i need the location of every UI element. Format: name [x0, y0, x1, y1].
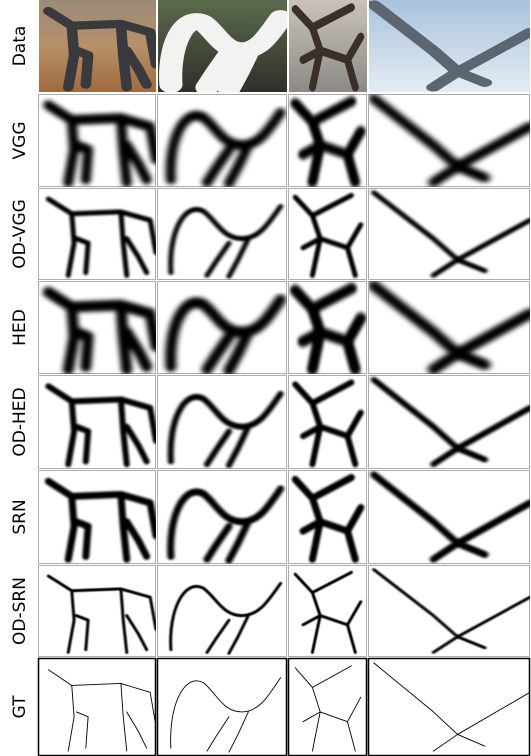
- cell-frame: [157, 188, 287, 280]
- skeleton: [295, 288, 361, 369]
- skeleton: [48, 199, 156, 275]
- skeleton: [295, 666, 361, 751]
- skeleton-map: [374, 193, 530, 276]
- skeleton-map: [295, 478, 361, 560]
- skeleton: [295, 572, 361, 652]
- skeleton: [295, 101, 361, 182]
- photo-subject: [159, 10, 287, 92]
- skeleton: [48, 292, 156, 369]
- subject-shape: [159, 10, 287, 92]
- row-label: SRN: [10, 499, 30, 534]
- cell-frame: [156, 657, 288, 756]
- skeleton-map: [374, 286, 530, 370]
- skeleton-map: [295, 572, 361, 652]
- skeleton-map: [171, 113, 281, 184]
- skeleton: [374, 475, 530, 560]
- skeleton-map: [171, 394, 281, 465]
- skeleton-map: [374, 663, 530, 751]
- skeleton: [171, 394, 281, 465]
- skeleton: [171, 583, 281, 653]
- skeleton: [171, 206, 281, 276]
- skeleton: [374, 663, 530, 751]
- cell-frame: [37, 657, 157, 756]
- skeleton-map: [295, 101, 361, 182]
- skeleton-map: [48, 292, 156, 369]
- skeleton: [374, 570, 530, 653]
- row-label: VGG: [10, 122, 30, 160]
- skeleton-map: [171, 678, 281, 752]
- skeleton: [374, 99, 530, 183]
- skeleton: [374, 380, 530, 465]
- skeleton: [48, 481, 156, 559]
- skeleton: [295, 383, 361, 465]
- skeleton-map: [374, 570, 530, 653]
- skeleton-map: [374, 475, 530, 560]
- row-label: OD-HED: [10, 387, 30, 456]
- cell-frame: [367, 657, 531, 756]
- photo-subject: [369, 0, 530, 92]
- skeleton-map: [295, 195, 361, 275]
- skeleton: [48, 105, 156, 182]
- subject-shape: [43, 6, 156, 92]
- skeleton-map: [374, 380, 530, 465]
- skeleton: [295, 478, 361, 560]
- skeleton-map: [48, 481, 156, 559]
- row-label: GT: [10, 695, 30, 719]
- skeleton: [48, 386, 156, 464]
- skeleton: [171, 678, 281, 752]
- subject-shape: [369, 0, 530, 92]
- skeleton: [171, 300, 281, 371]
- skeleton: [295, 195, 361, 275]
- row-label: Data: [10, 26, 30, 67]
- cell-frame: [157, 565, 287, 657]
- skeleton: [374, 193, 530, 276]
- skeleton-map: [48, 670, 156, 751]
- skeleton-map: [171, 583, 281, 653]
- photo-subject: [291, 3, 365, 92]
- skeleton: [171, 113, 281, 184]
- skeleton-map: [295, 666, 361, 751]
- row-label: OD-SRN: [10, 577, 30, 645]
- skeleton-map: [48, 386, 156, 464]
- subject-shape: [291, 3, 365, 92]
- photo-subject: [43, 6, 156, 92]
- skeleton: [374, 286, 530, 370]
- skeleton-map: [171, 206, 281, 276]
- skeleton-map: [171, 300, 281, 371]
- skeleton: [48, 670, 156, 751]
- skeleton-map: [48, 199, 156, 275]
- skeleton-map: [171, 489, 281, 560]
- row-label: HED: [10, 309, 30, 346]
- skeleton-map: [48, 105, 156, 182]
- skeleton-map: [295, 383, 361, 465]
- skeleton-map: [374, 99, 530, 183]
- skeleton: [171, 489, 281, 560]
- skeleton-map: [295, 288, 361, 369]
- skeleton: [48, 576, 156, 652]
- row-label: OD-VGG: [10, 199, 30, 269]
- skeleton-map: [48, 576, 156, 652]
